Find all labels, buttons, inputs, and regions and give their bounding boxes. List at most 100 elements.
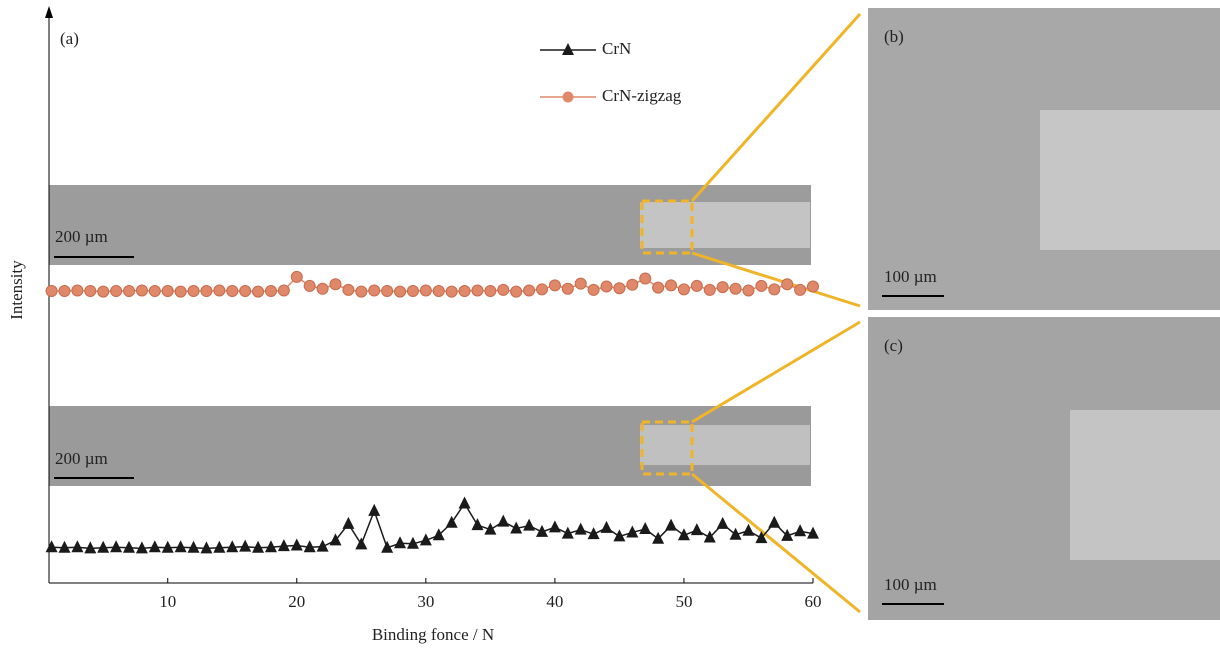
marker [149, 540, 161, 552]
marker [808, 281, 819, 292]
marker [97, 541, 109, 553]
marker [149, 286, 160, 297]
marker [253, 286, 264, 297]
marker [588, 284, 599, 295]
marker [265, 286, 276, 297]
marker [691, 523, 703, 535]
marker [46, 286, 57, 297]
x-tick-label: 50 [675, 592, 692, 611]
marker [794, 524, 806, 536]
marker [239, 540, 251, 552]
figure: (a) (b) (c) 200 µm 200 µm 100 µm 100 µm … [0, 0, 1220, 651]
x-tick-label: 40 [546, 592, 563, 611]
marker [201, 286, 212, 297]
marker [124, 286, 135, 297]
scale-label: 200 µm [55, 449, 108, 468]
y-axis-arrow [45, 6, 53, 18]
marker [59, 286, 70, 297]
marker [459, 496, 471, 508]
marker [304, 280, 315, 291]
marker [188, 286, 199, 297]
marker [278, 539, 290, 551]
x-axis-label: Binding fonce / N [372, 625, 494, 644]
marker [614, 283, 625, 294]
marker [678, 284, 689, 295]
scale-label: 100 µm [884, 575, 937, 594]
marker [227, 286, 238, 297]
marker [782, 279, 793, 290]
marker [717, 517, 729, 529]
marker [549, 520, 561, 532]
marker [226, 540, 238, 552]
marker [446, 286, 457, 297]
scratch-region [1040, 110, 1220, 250]
marker [433, 286, 444, 297]
marker [85, 286, 96, 297]
marker [162, 286, 173, 297]
scale-label: 100 µm [884, 267, 937, 286]
marker [175, 286, 186, 297]
marker [136, 285, 147, 296]
marker [291, 539, 303, 551]
x-tick-label: 10 [159, 592, 176, 611]
marker [795, 284, 806, 295]
marker [291, 271, 302, 282]
marker [524, 285, 535, 296]
marker [471, 518, 483, 530]
marker [640, 273, 651, 284]
marker [472, 285, 483, 296]
marker [536, 284, 547, 295]
marker [72, 285, 83, 296]
legend-label: CrN [602, 39, 631, 58]
marker [459, 286, 470, 297]
marker [46, 540, 58, 552]
marker [317, 540, 329, 552]
marker [110, 540, 122, 552]
marker [317, 283, 328, 294]
y-axis-label: Intensity [7, 260, 26, 320]
marker [497, 515, 509, 527]
marker [162, 541, 174, 553]
marker [511, 286, 522, 297]
marker [575, 523, 587, 535]
marker [665, 519, 677, 531]
marker [213, 541, 225, 553]
marker [498, 284, 509, 295]
marker [653, 282, 664, 293]
marker [407, 286, 418, 297]
marker [200, 541, 212, 553]
panel-label: (a) [60, 29, 79, 48]
marker [575, 278, 586, 289]
marker [58, 541, 70, 553]
x-tick-label: 20 [288, 592, 305, 611]
marker [278, 285, 289, 296]
marker [394, 536, 406, 548]
marker [485, 286, 496, 297]
marker [123, 541, 135, 553]
marker [768, 516, 780, 528]
marker [627, 279, 638, 290]
marker [743, 285, 754, 296]
marker [188, 541, 200, 553]
marker [214, 285, 225, 296]
marker [111, 286, 122, 297]
marker [704, 284, 715, 295]
panel-label: (b) [884, 27, 904, 46]
marker [343, 284, 354, 295]
marker [601, 281, 612, 292]
marker [382, 286, 393, 297]
x-tick-label: 60 [805, 592, 822, 611]
marker [342, 517, 354, 529]
scratch-region [640, 425, 810, 465]
panel-label: (c) [884, 336, 903, 355]
marker [420, 285, 431, 296]
marker [756, 280, 767, 291]
marker [666, 280, 677, 291]
marker [175, 540, 187, 552]
marker [769, 284, 780, 295]
legend-marker [562, 43, 574, 55]
marker [240, 286, 251, 297]
x-tick-label: 30 [417, 592, 434, 611]
marker [369, 285, 380, 296]
marker [691, 280, 702, 291]
